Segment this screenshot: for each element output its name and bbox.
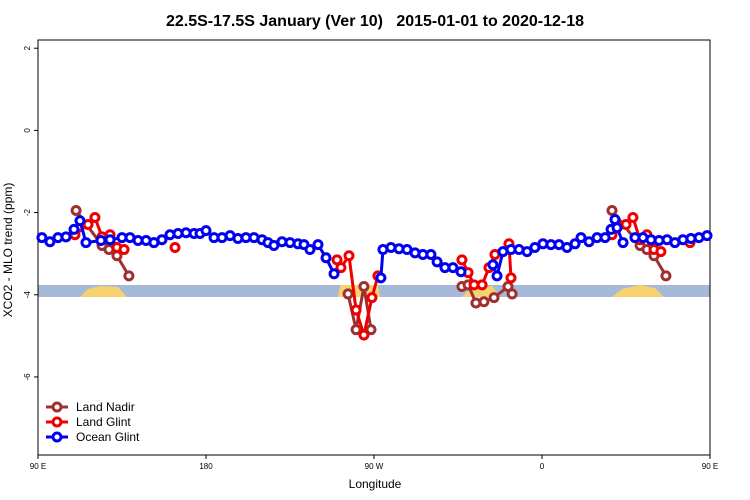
y-tick-label: -2 xyxy=(23,208,32,216)
y-tick-label: 0 xyxy=(23,128,32,133)
data-point xyxy=(80,237,92,249)
data-point xyxy=(156,234,168,246)
plot-frame xyxy=(37,39,711,456)
data-point xyxy=(74,215,86,227)
data-point xyxy=(95,235,107,247)
data-point xyxy=(70,205,82,217)
data-point xyxy=(68,223,80,235)
y-axis-label: XCO2 - MLO trend (ppm) xyxy=(1,183,15,318)
x-tick-label: 90 E xyxy=(30,462,46,471)
data-point xyxy=(104,234,116,246)
data-point xyxy=(312,239,324,251)
data-point xyxy=(505,272,517,284)
data-point xyxy=(366,292,378,304)
data-point xyxy=(491,270,503,282)
data-point xyxy=(447,262,459,274)
data-point xyxy=(456,254,468,266)
data-point xyxy=(123,270,135,282)
data-point xyxy=(342,288,354,300)
data-point xyxy=(455,266,467,278)
data-point xyxy=(343,250,355,262)
data-point xyxy=(583,236,595,248)
data-point xyxy=(606,205,618,217)
land-patch xyxy=(80,286,127,297)
legend-marker xyxy=(51,431,63,443)
legend-marker xyxy=(51,401,63,413)
chart-title: 22.5S-17.5S January (Ver 10) 2015-01-01 … xyxy=(166,13,584,30)
data-point xyxy=(611,222,623,234)
x-tick-label: 180 xyxy=(199,462,213,471)
data-point xyxy=(200,225,212,237)
data-point xyxy=(627,212,639,224)
data-point xyxy=(328,268,340,280)
data-point xyxy=(304,244,316,256)
data-point xyxy=(358,281,370,293)
legend-label: Land Glint xyxy=(76,415,131,429)
x-axis-label: Longitude xyxy=(349,477,402,491)
data-point xyxy=(365,324,377,336)
data-point xyxy=(320,252,332,264)
data-point xyxy=(44,236,56,248)
data-point xyxy=(60,231,72,243)
data-point xyxy=(358,329,370,341)
data-point xyxy=(701,230,713,242)
data-point xyxy=(476,279,488,291)
legend-label: Ocean Glint xyxy=(76,430,140,444)
data-point xyxy=(488,292,500,304)
data-point xyxy=(118,244,130,256)
data-point xyxy=(425,248,437,260)
data-point xyxy=(431,256,443,268)
data-point xyxy=(569,238,581,250)
series-line xyxy=(74,209,668,331)
data-point xyxy=(169,242,181,253)
data-point xyxy=(350,324,362,336)
data-point xyxy=(620,218,632,230)
data-point xyxy=(335,262,347,274)
data-point xyxy=(617,237,629,249)
x-tick-label: 90 W xyxy=(365,462,384,471)
data-point xyxy=(575,232,587,244)
data-point xyxy=(660,270,672,282)
x-tick-label: 0 xyxy=(540,462,545,471)
data-point xyxy=(89,212,101,224)
y-tick-label: -6 xyxy=(23,373,32,381)
series xyxy=(36,214,713,284)
legend-marker xyxy=(51,416,63,428)
data-point xyxy=(599,232,611,244)
data-point xyxy=(36,232,48,244)
data-point xyxy=(521,246,533,258)
legend-label: Land Nadir xyxy=(76,400,135,414)
data-point xyxy=(487,259,499,271)
data-point xyxy=(506,288,518,300)
data-point xyxy=(655,246,667,258)
x-tick-label: 90 E xyxy=(702,462,718,471)
y-tick-label: 2 xyxy=(23,45,32,50)
data-point xyxy=(478,296,490,308)
land-patch xyxy=(612,285,664,297)
data-point xyxy=(350,304,362,316)
series xyxy=(70,205,672,336)
y-tick-label: -4 xyxy=(23,291,32,299)
data-point xyxy=(375,272,387,284)
